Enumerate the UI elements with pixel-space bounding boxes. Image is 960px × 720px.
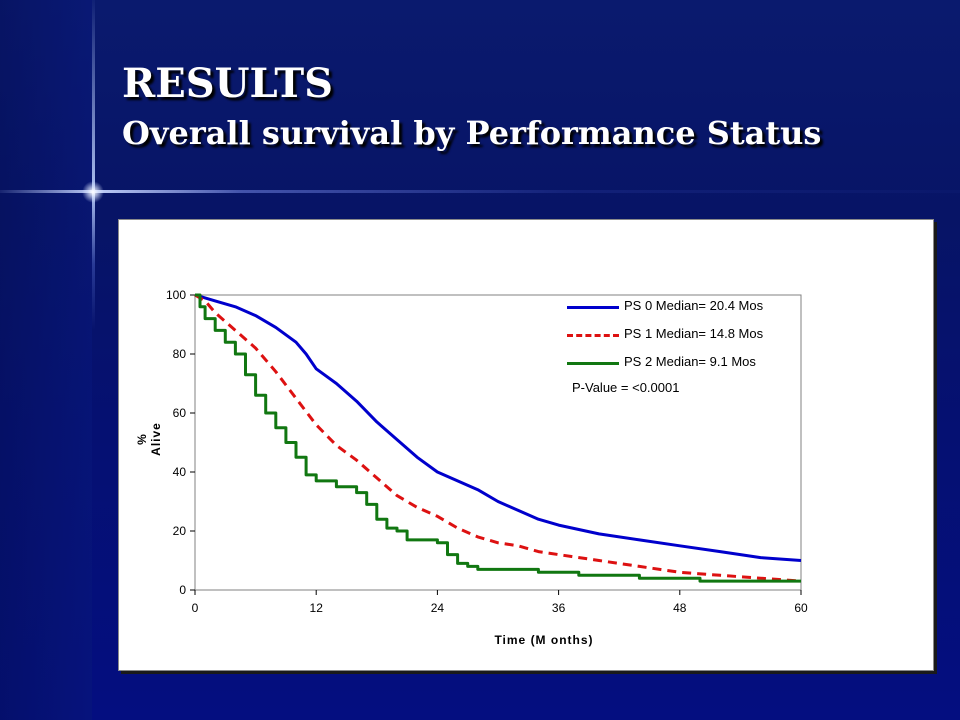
- x-tick-label: 36: [552, 601, 566, 615]
- legend-item-ps1: PS 1 Median= 14.8 Mos: [567, 324, 807, 352]
- light-flare: [82, 181, 104, 203]
- legend-label-ps2: PS 2 Median= 9.1 Mos: [624, 354, 756, 369]
- y-tick-label: 0: [179, 583, 186, 597]
- x-tick-label: 60: [794, 601, 808, 615]
- horizontal-light-line: [0, 190, 960, 193]
- x-tick-label: 12: [310, 601, 324, 615]
- chart-legend: PS 0 Median= 20.4 Mos PS 1 Median= 14.8 …: [567, 296, 807, 380]
- slide-subtitle: Overall survival by Performance Status: [122, 114, 822, 152]
- legend-item-ps2: PS 2 Median= 9.1 Mos: [567, 352, 807, 380]
- legend-swatch-ps2: [567, 362, 619, 365]
- y-tick-label: 60: [173, 406, 187, 420]
- plot-area: [194, 294, 802, 591]
- survival-chart: 0 20 40 60 80 100 0 12 24 36 48 60: [166, 288, 808, 615]
- x-axis-title: Time (M onths): [494, 633, 594, 647]
- legend-swatch-ps1: [567, 334, 619, 337]
- y-tick-label: 80: [173, 347, 187, 361]
- y-axis-title: % Alive: [135, 422, 163, 456]
- slide-title: RESULTS: [122, 60, 334, 107]
- x-tick-label: 48: [673, 601, 687, 615]
- series-line-ps2: [195, 293, 801, 583]
- y-tick-label: 40: [173, 465, 187, 479]
- y-tick-label: 100: [166, 288, 186, 302]
- legend-label-ps1: PS 1 Median= 14.8 Mos: [624, 326, 764, 341]
- y-tick-label: 20: [173, 524, 187, 538]
- legend-item-ps0: PS 0 Median= 20.4 Mos: [567, 296, 807, 324]
- p-value-annotation: P-Value = <0.0001: [572, 380, 680, 395]
- legend-label-ps0: PS 0 Median= 20.4 Mos: [624, 298, 764, 313]
- x-tick-label: 0: [192, 601, 199, 615]
- left-accent-band: [0, 0, 92, 720]
- series-line-ps0: [194, 293, 802, 562]
- series-line-ps1: [194, 293, 802, 583]
- legend-swatch-ps0: [567, 306, 619, 309]
- chart-panel: 0 20 40 60 80 100 0 12 24 36 48 60 % Alive Time (M …: [118, 219, 934, 671]
- vertical-light-line: [92, 0, 95, 330]
- x-tick-label: 24: [431, 601, 445, 615]
